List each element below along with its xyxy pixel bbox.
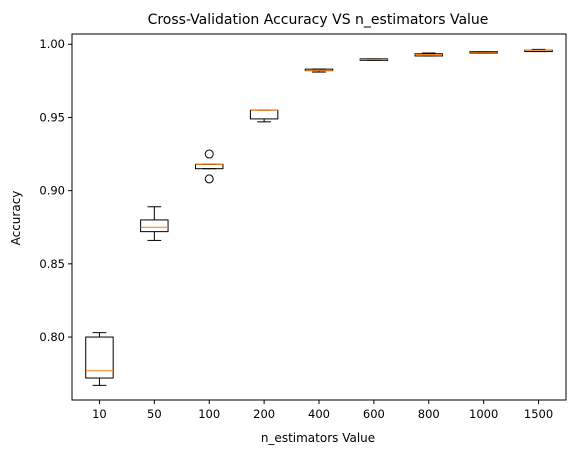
x-tick-label: 1500	[524, 407, 553, 421]
x-tick-label: 10	[92, 407, 107, 421]
x-tick-label: 100	[198, 407, 220, 421]
y-tick-label: 1.00	[39, 37, 65, 51]
box-1000	[469, 51, 498, 54]
x-axis: 10 50 100 200 400 600 800 1000 1500	[92, 400, 553, 421]
box-100	[195, 149, 224, 184]
chart-title: Cross-Validation Accuracy VS n_estimator…	[148, 12, 489, 28]
x-axis-label: n_estimators Value	[261, 431, 375, 445]
box-800	[414, 52, 443, 57]
box-body	[140, 219, 169, 233]
outlier-point	[204, 149, 214, 159]
x-tick-label: 800	[418, 407, 440, 421]
x-tick-label: 50	[147, 407, 162, 421]
box-200	[249, 109, 279, 123]
y-tick-label: 0.90	[39, 184, 65, 198]
x-tick-label: 1000	[469, 407, 498, 421]
box-body	[249, 109, 279, 120]
x-tick-label: 200	[253, 407, 275, 421]
plot-frame	[71, 33, 567, 401]
x-tick-label: 600	[363, 407, 385, 421]
outlier-point	[204, 174, 214, 184]
x-tick-label: 400	[308, 407, 330, 421]
box-1500	[524, 48, 553, 53]
plot-area	[71, 33, 567, 401]
box-10	[85, 332, 114, 386]
box-400	[304, 68, 334, 73]
box-600	[359, 58, 389, 61]
y-axis: 0.80 0.85 0.90 0.95 1.00	[39, 37, 72, 344]
y-tick-label: 0.95	[39, 110, 65, 124]
box-50	[140, 206, 169, 241]
y-tick-label: 0.80	[39, 330, 65, 344]
boxes-group	[85, 48, 553, 386]
box-body	[85, 336, 114, 379]
y-tick-label: 0.85	[39, 257, 65, 271]
box-body	[195, 163, 224, 170]
y-axis-label: Accuracy	[9, 191, 23, 246]
